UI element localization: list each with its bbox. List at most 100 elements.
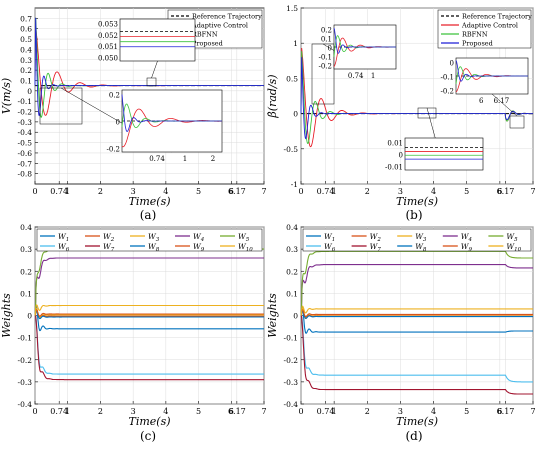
weight-line-w1 (300, 306, 533, 334)
y-tick-label: -1 (291, 180, 298, 189)
y-tick-label: -0.2 (18, 108, 33, 117)
legend-label-subscript: 9 (469, 247, 473, 253)
inset-y-tick-label: -0.2 (441, 88, 455, 96)
series-line-proposed (300, 57, 533, 140)
legend-label-subscript: 4 (200, 237, 205, 243)
legend-label: RBFNN (462, 31, 488, 39)
inset-y-tick-label: 0 (328, 45, 332, 53)
x-tick-label: 5 (464, 407, 469, 416)
legend-label: W3 (415, 232, 427, 243)
x-tick-label: 5 (196, 187, 201, 196)
y-tick-label: 0 (27, 87, 32, 96)
weight-line-w4 (300, 264, 533, 316)
legend-label: W2 (370, 232, 382, 243)
inset-y-tick-label: 0 (399, 152, 403, 160)
weight-line-w3 (34, 307, 264, 318)
legend-label-subscript: 6 (66, 247, 70, 253)
legend-label: Adaptive Control (191, 22, 248, 30)
y-tick-label: 0.3 (20, 245, 32, 254)
legend-label: W4 (193, 232, 205, 243)
x-tick-label: 6.17 (497, 407, 515, 416)
inset-x-tick-label: 2 (211, 155, 215, 163)
inset-series-line (333, 27, 396, 54)
y-tick-label: 0.3 (286, 245, 298, 254)
legend-label-subscript: 2 (110, 237, 115, 243)
inset-y-tick-label: 0.053 (98, 21, 118, 29)
x-tick-label: 1 (65, 187, 70, 196)
y-tick-label: 0.2 (20, 66, 32, 75)
x-tick-label: 0.74 (317, 187, 335, 196)
weight-line-w4 (34, 257, 264, 316)
chart-panel-4: 0 0.741 2 3 4 5 66.17 7-0.4-0.3-0.2-0.100.10.20… (266, 223, 536, 428)
legend-label: Proposed (192, 40, 223, 48)
x-tick-label: 4 (163, 187, 168, 196)
x-axis-label: Time(s) (396, 415, 438, 428)
y-tick-label: 0.2 (20, 267, 32, 276)
x-tick-label: 6 (229, 187, 234, 196)
y-tick-label: 0 (27, 312, 32, 321)
legend-label: W6 (324, 242, 336, 253)
x-tick-label: 4 (431, 187, 436, 196)
x-tick-label: 1 (332, 407, 337, 416)
legend-label-subscript: 4 (468, 237, 473, 243)
inset-y-tick-label: -0.1 (441, 74, 455, 82)
x-tick-label: 1 (65, 407, 70, 416)
y-tick-label: -0.2 (284, 356, 299, 365)
legend-label: Reference Trajectory (192, 13, 262, 21)
y-tick-label: 0.4 (286, 223, 298, 232)
x-tick-label: 5 (464, 187, 469, 196)
x-tick-label: 6 (497, 407, 502, 416)
x-tick-label: 5 (196, 407, 201, 416)
x-tick-label: 3 (131, 187, 136, 196)
y-tick-label: -0.2 (18, 356, 33, 365)
weight-line-w6 (300, 314, 533, 383)
legend-label: W10 (238, 242, 253, 253)
inset-y-tick-label: 0.050 (98, 55, 118, 63)
y-tick-label: -0.1 (18, 97, 32, 106)
inset-y-tick-label: -0.1 (319, 54, 333, 62)
y-tick-label: -0.3 (284, 378, 299, 387)
y-tick-label: 0.6 (20, 25, 32, 34)
x-tick-label: 6 (229, 407, 234, 416)
x-axis-label: Time(s) (128, 415, 170, 428)
x-tick-label: 0 (298, 407, 303, 416)
x-axis-label: Time(s) (396, 195, 438, 208)
legend-label-subscript: 10 (514, 247, 521, 253)
y-tick-label: 0.2 (286, 267, 298, 276)
y-tick-label: 0 (293, 110, 298, 119)
inset-y-tick-label: 0.2 (321, 27, 332, 35)
y-tick-label: 0.4 (20, 45, 32, 54)
legend-label: W10 (506, 242, 521, 253)
caption-b: (b) (405, 208, 422, 222)
x-tick-label: 2 (98, 407, 103, 416)
y-axis-label: V(m/s) (0, 78, 13, 114)
weight-line-w9 (300, 308, 533, 318)
inset-x-tick-label: 6 (479, 97, 484, 105)
legend-label-subscript: 6 (332, 247, 336, 253)
y-tick-label: 0.1 (286, 289, 298, 298)
legend-label-subscript: 1 (332, 237, 336, 243)
legend-label-subscript: 7 (111, 247, 115, 253)
chart-panel-1: 0 0.741 2 3 4 5 66.17 7-0.8-0.7-0.6-0.5-0.4-0.3… (0, 7, 267, 208)
y-tick-label: 0.1 (20, 76, 32, 85)
x-tick-label: 3 (398, 187, 403, 196)
x-tick-label: 0.74 (317, 407, 335, 416)
legend-label-subscript: 1 (66, 237, 70, 243)
y-tick-label: -0.7 (18, 159, 33, 168)
legend-label-subscript: 7 (377, 247, 381, 253)
x-tick-label: 0.74 (50, 187, 68, 196)
legend-label: W8 (415, 242, 427, 253)
legend-label: RBFNN (192, 31, 218, 39)
weight-line-w8 (34, 309, 264, 320)
legend-label-subscript: 8 (156, 247, 160, 253)
y-axis-label: Weights (0, 293, 13, 338)
legend-label: W8 (148, 242, 160, 253)
inset-series-line (121, 108, 222, 148)
inset-y-tick-label: -0.2 (319, 63, 333, 71)
inset-plot (404, 137, 484, 171)
y-tick-label: -0.8 (18, 170, 33, 179)
inset-x-tick-label: 6.17 (494, 97, 510, 105)
legend-label-subscript: 10 (246, 247, 253, 253)
chart-panel-3: 0 0.741 2 3 4 5 66.17 7-0.4-0.3-0.2-0.100.10.20… (0, 223, 267, 428)
